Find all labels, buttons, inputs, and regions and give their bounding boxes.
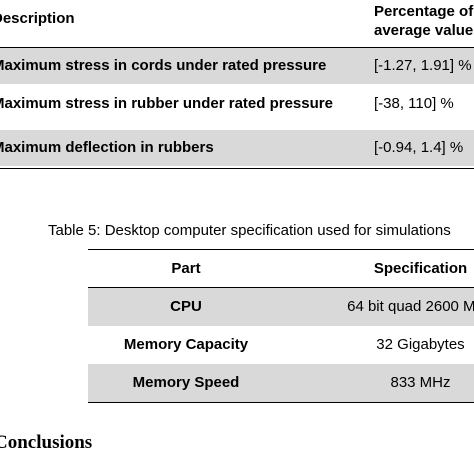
results-table-header: Description Percentage of average value (0, 0, 474, 47)
bottom-rule (0, 168, 474, 169)
row-specification: 64 bit quad 2600 MHz (347, 298, 474, 315)
row-part: CPU (170, 298, 202, 315)
top-rule (88, 249, 474, 250)
header-part: Part (171, 260, 201, 277)
header-rule (0, 47, 474, 48)
row-part: Memory Capacity (123, 336, 249, 353)
table-row: CPU 64 bit quad 2600 MHz (88, 288, 474, 326)
header-specification: Specification (373, 260, 468, 277)
row-part: Memory Speed (132, 374, 240, 391)
results-table: Description Percentage of average value … (0, 0, 474, 169)
row-description: Maximum stress in cords under rated pres… (0, 57, 327, 74)
table-row: Maximum deflection in rubbers [-0.94, 1.… (0, 130, 474, 166)
row-description: Maximum deflection in rubbers (0, 139, 214, 156)
table-row: Memory Capacity 32 Gigabytes (88, 326, 474, 364)
row-value: [-38, 110] % (374, 95, 454, 112)
spec-table-header: Part Specification (88, 250, 474, 288)
table-caption: Table 5: Desktop computer specification … (48, 222, 451, 239)
row-specification: 833 MHz (390, 374, 451, 391)
header-percentage-line1: Percentage of (374, 3, 474, 20)
section-heading: Conclusions (0, 432, 93, 453)
row-specification: 32 Gigabytes (376, 336, 465, 353)
table-row: Maximum stress in rubber under rated pre… (0, 86, 474, 122)
header-description: Description (0, 10, 75, 27)
row-value: [-0.94, 1.4] % (374, 139, 464, 156)
header-percentage: Percentage of average value (374, 2, 473, 40)
table-row: Memory Speed 833 MHz (88, 364, 474, 402)
header-rule (88, 287, 474, 288)
row-value: [-1.27, 1.91] % (374, 57, 472, 74)
table-row: Maximum stress in cords under rated pres… (0, 48, 474, 84)
header-percentage-line2: average value (374, 22, 474, 39)
row-description: Maximum stress in rubber under rated pre… (0, 95, 333, 112)
bottom-rule (88, 402, 474, 403)
